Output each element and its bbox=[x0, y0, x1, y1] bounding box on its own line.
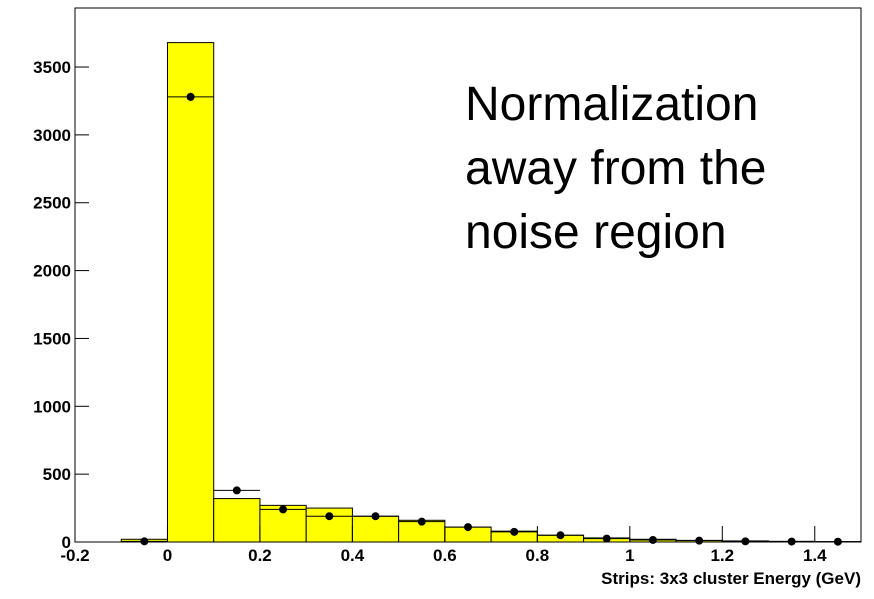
data-point bbox=[232, 486, 241, 495]
data-point bbox=[371, 512, 380, 521]
data-point bbox=[140, 537, 149, 546]
data-point bbox=[556, 531, 565, 540]
data-point bbox=[186, 92, 195, 101]
data-point bbox=[695, 536, 704, 545]
annotation-line: away from the bbox=[465, 142, 766, 195]
histogram bbox=[120, 42, 862, 543]
y-tick-label: 2000 bbox=[33, 262, 71, 281]
x-tick-label: 0.2 bbox=[248, 546, 272, 565]
annotation-line: noise region bbox=[465, 206, 727, 259]
y-tick-label: 1000 bbox=[33, 397, 71, 416]
x-tick-label: 0.6 bbox=[433, 546, 457, 565]
data-point bbox=[602, 534, 611, 543]
data-point bbox=[279, 505, 288, 514]
x-axis-label: Strips: 3x3 cluster Energy (GeV) bbox=[601, 569, 861, 588]
x-tick-label: 1.2 bbox=[710, 546, 734, 565]
data-point bbox=[417, 517, 426, 526]
y-tick-label: 0 bbox=[62, 533, 71, 552]
data-point bbox=[464, 523, 472, 532]
data-point bbox=[325, 512, 334, 521]
annotation-line: Normalization bbox=[465, 78, 758, 131]
x-tick-label: 1 bbox=[625, 546, 634, 565]
y-tick-label: 2500 bbox=[33, 194, 71, 213]
data-point bbox=[648, 535, 657, 544]
x-tick-label: 0.4 bbox=[341, 546, 365, 565]
y-tick-label: 1500 bbox=[33, 329, 71, 348]
x-tick-label: -0.2 bbox=[60, 546, 89, 565]
y-tick-label: 3500 bbox=[33, 58, 71, 77]
x-tick-label: 0 bbox=[163, 546, 172, 565]
histogram-bar bbox=[166, 42, 215, 543]
x-tick-label: 1.4 bbox=[803, 546, 827, 565]
data-point bbox=[741, 537, 750, 546]
y-tick-label: 3000 bbox=[33, 126, 71, 145]
histogram-bar bbox=[213, 498, 261, 543]
data-point bbox=[510, 527, 519, 536]
y-tick-label: 500 bbox=[43, 465, 71, 484]
plot-frame bbox=[74, 7, 862, 543]
x-tick-label: 0.8 bbox=[526, 546, 550, 565]
